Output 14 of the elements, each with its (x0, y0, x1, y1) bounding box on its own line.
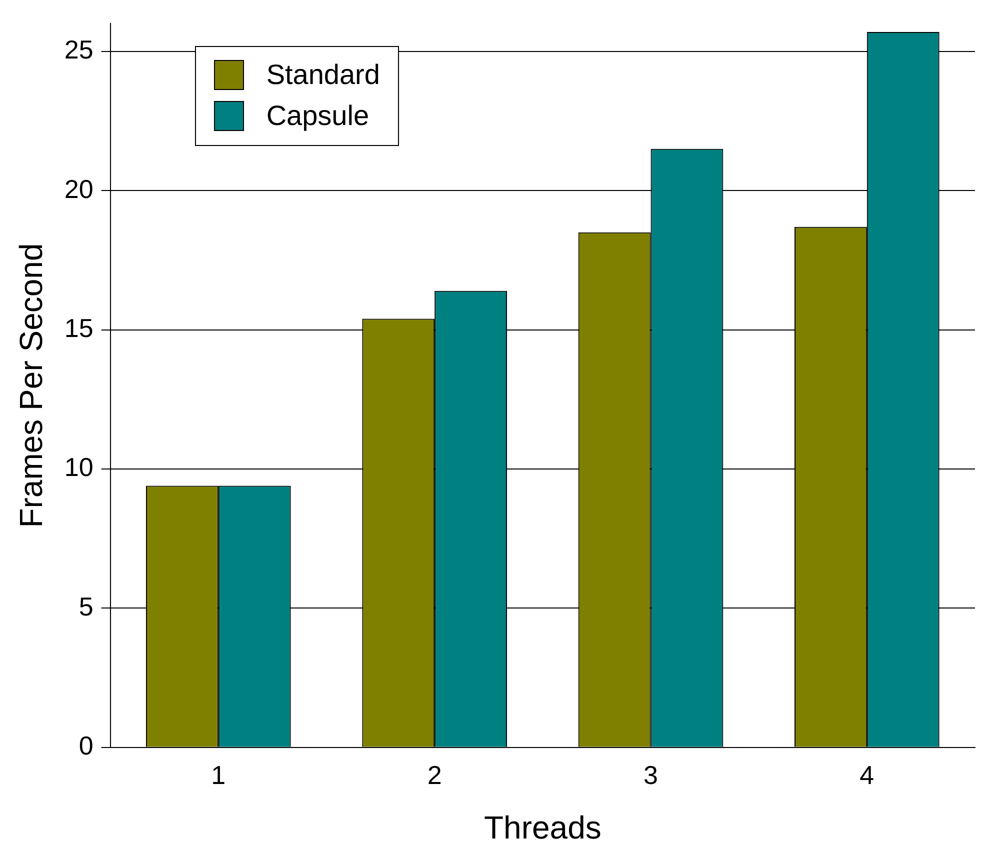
y-axis-title: Frames Per Second (13, 243, 50, 528)
y-tick-label: 25 (64, 34, 94, 65)
x-tick-label: 1 (211, 760, 226, 790)
y-tick-label: 20 (64, 174, 94, 204)
y-tick-label: 15 (64, 312, 94, 343)
x-tick-label: 3 (644, 760, 658, 790)
legend-label: Capsule (266, 100, 370, 132)
y-tick-label: 10 (64, 452, 94, 482)
legend-label: Standard (266, 59, 380, 92)
x-axis-title: Threads (484, 810, 602, 846)
x-tick-label: 4 (860, 760, 874, 790)
x-tick-label: 2 (427, 760, 442, 790)
y-tick-label: 0 (78, 730, 94, 761)
y-tick-label: 5 (78, 591, 94, 622)
